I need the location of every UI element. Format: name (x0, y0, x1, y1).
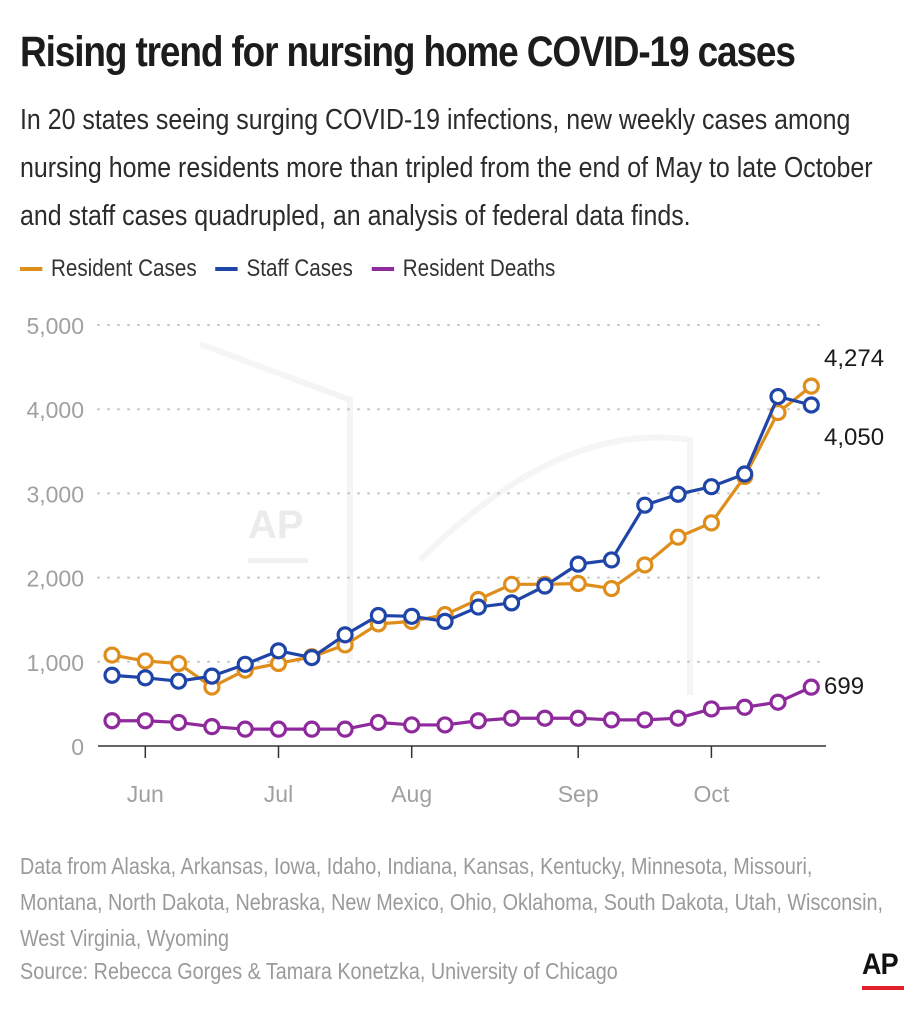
data-point-staff-cases (203, 667, 221, 685)
data-point-staff-cases (369, 606, 387, 625)
watermark-text: AP (248, 503, 304, 547)
legend-label-staff-cases: Staff Cases (246, 255, 353, 282)
data-point-resident-deaths (403, 716, 421, 734)
data-point-staff-cases (170, 672, 188, 690)
y-tick-label: 5,000 (26, 313, 84, 339)
ap-logo-text: AP (862, 948, 899, 981)
data-point-resident-cases (802, 377, 820, 395)
data-point-resident-deaths (203, 718, 221, 736)
legend-swatch-staff-cases (215, 267, 238, 271)
data-point-staff-cases (669, 485, 687, 503)
end-label-staff-cases: 4,050 (824, 424, 884, 451)
x-tick-label: Sep (558, 781, 599, 807)
legend-item-resident-cases: Resident Cases (20, 255, 197, 283)
data-point-staff-cases (569, 555, 587, 573)
end-label-resident-cases: 4,274 (824, 345, 884, 372)
data-point-staff-cases (702, 478, 721, 496)
data-point-resident-cases (702, 514, 721, 532)
data-point-staff-cases (802, 396, 820, 414)
data-point-staff-cases (403, 607, 421, 625)
data-point-staff-cases (736, 465, 754, 483)
data-point-resident-deaths (669, 709, 687, 727)
y-tick-label: 3,000 (26, 481, 84, 507)
data-point-resident-deaths (536, 709, 554, 727)
data-point-staff-cases (436, 612, 454, 630)
data-point-staff-cases (769, 387, 787, 406)
watermark-bar (248, 558, 308, 563)
data-point-resident-deaths (303, 720, 321, 738)
series-line-resident-deaths (112, 685, 812, 731)
ap-watermark: AP (198, 341, 693, 695)
data-point-resident-deaths (136, 712, 154, 730)
y-tick-label: 4,000 (26, 397, 84, 423)
legend-label-resident-deaths: Resident Deaths (402, 255, 556, 282)
series-line-staff-cases (111, 394, 812, 683)
data-point-resident-cases (669, 528, 687, 546)
data-point-staff-cases (636, 496, 654, 514)
legend: Resident Cases Staff Cases Resident Deat… (20, 254, 574, 284)
data-point-resident-deaths (469, 712, 487, 730)
watermark-arc (198, 341, 353, 660)
chart-subtitle: In 20 states seeing surging COVID-19 inf… (20, 104, 873, 232)
data-point-resident-deaths (103, 712, 121, 730)
data-point-resident-cases (636, 556, 654, 574)
data-point-resident-deaths (802, 678, 820, 696)
data-point-resident-deaths (236, 720, 254, 738)
data-point-staff-cases (336, 626, 354, 644)
data-point-resident-cases (136, 652, 154, 670)
data-point-staff-cases (503, 594, 521, 612)
data-point-resident-cases (503, 575, 521, 593)
chart-title: Rising trend for nursing home COVID-19 c… (20, 28, 796, 76)
ap-logo-bar (862, 986, 904, 990)
y-tick-label: 2,000 (26, 566, 84, 592)
data-point-resident-deaths (369, 713, 387, 732)
data-point-staff-cases (103, 666, 121, 684)
data-point-staff-cases (236, 655, 254, 673)
data-point-resident-deaths (736, 698, 754, 716)
data-point-resident-cases (602, 579, 621, 598)
series-resident-cases (103, 377, 820, 696)
data-point-staff-cases (303, 648, 321, 667)
data-point-resident-deaths (769, 693, 787, 711)
data-point-staff-cases (136, 669, 154, 687)
data-point-resident-deaths (170, 713, 188, 732)
data-point-resident-deaths (702, 700, 721, 718)
legend-item-staff-cases: Staff Cases (215, 255, 353, 283)
ap-logo: AP (862, 950, 906, 990)
legend-label-resident-cases: Resident Cases (50, 255, 197, 282)
y-tick-label: 1,000 (26, 650, 84, 676)
legend-item-resident-deaths: Resident Deaths (371, 255, 556, 283)
watermark-curve (417, 434, 693, 695)
data-point-resident-deaths (636, 711, 654, 729)
data-point-resident-deaths (569, 709, 587, 727)
x-tick-label: Aug (391, 781, 432, 807)
data-note: Data from Alaska, Arkansas, Iowa, Idaho,… (20, 853, 884, 951)
data-point-staff-cases (536, 577, 554, 595)
y-tick-label: 0 (71, 734, 84, 760)
series-resident-deaths (103, 678, 820, 738)
data-point-resident-cases (103, 646, 121, 664)
x-tick-label: Jul (264, 781, 293, 807)
legend-swatch-resident-deaths (371, 267, 395, 271)
data-point-staff-cases (269, 642, 288, 660)
x-tick-label: Jun (127, 781, 164, 807)
data-point-resident-cases (569, 574, 587, 593)
data-point-resident-cases (170, 654, 188, 673)
end-label-resident-deaths: 699 (824, 673, 864, 700)
data-point-resident-deaths (336, 720, 354, 738)
data-point-resident-deaths (602, 711, 621, 729)
series-line-resident-cases (111, 384, 813, 689)
data-point-staff-cases (469, 598, 487, 616)
series-staff-cases (103, 387, 820, 690)
x-tick-label: Oct (694, 781, 730, 807)
data-point-resident-deaths (436, 716, 454, 734)
line-chart: AP 0 1,000 2,000 3,000 4,000 5,000 Jun Jul Aug Se… (26, 313, 884, 807)
data-point-resident-deaths (503, 709, 521, 727)
source-credit: Source: Rebecca Gorges & Tamara Konetzka… (20, 958, 618, 984)
legend-swatch-resident-cases (20, 267, 43, 271)
data-point-staff-cases (602, 551, 621, 569)
data-point-resident-deaths (269, 720, 288, 738)
